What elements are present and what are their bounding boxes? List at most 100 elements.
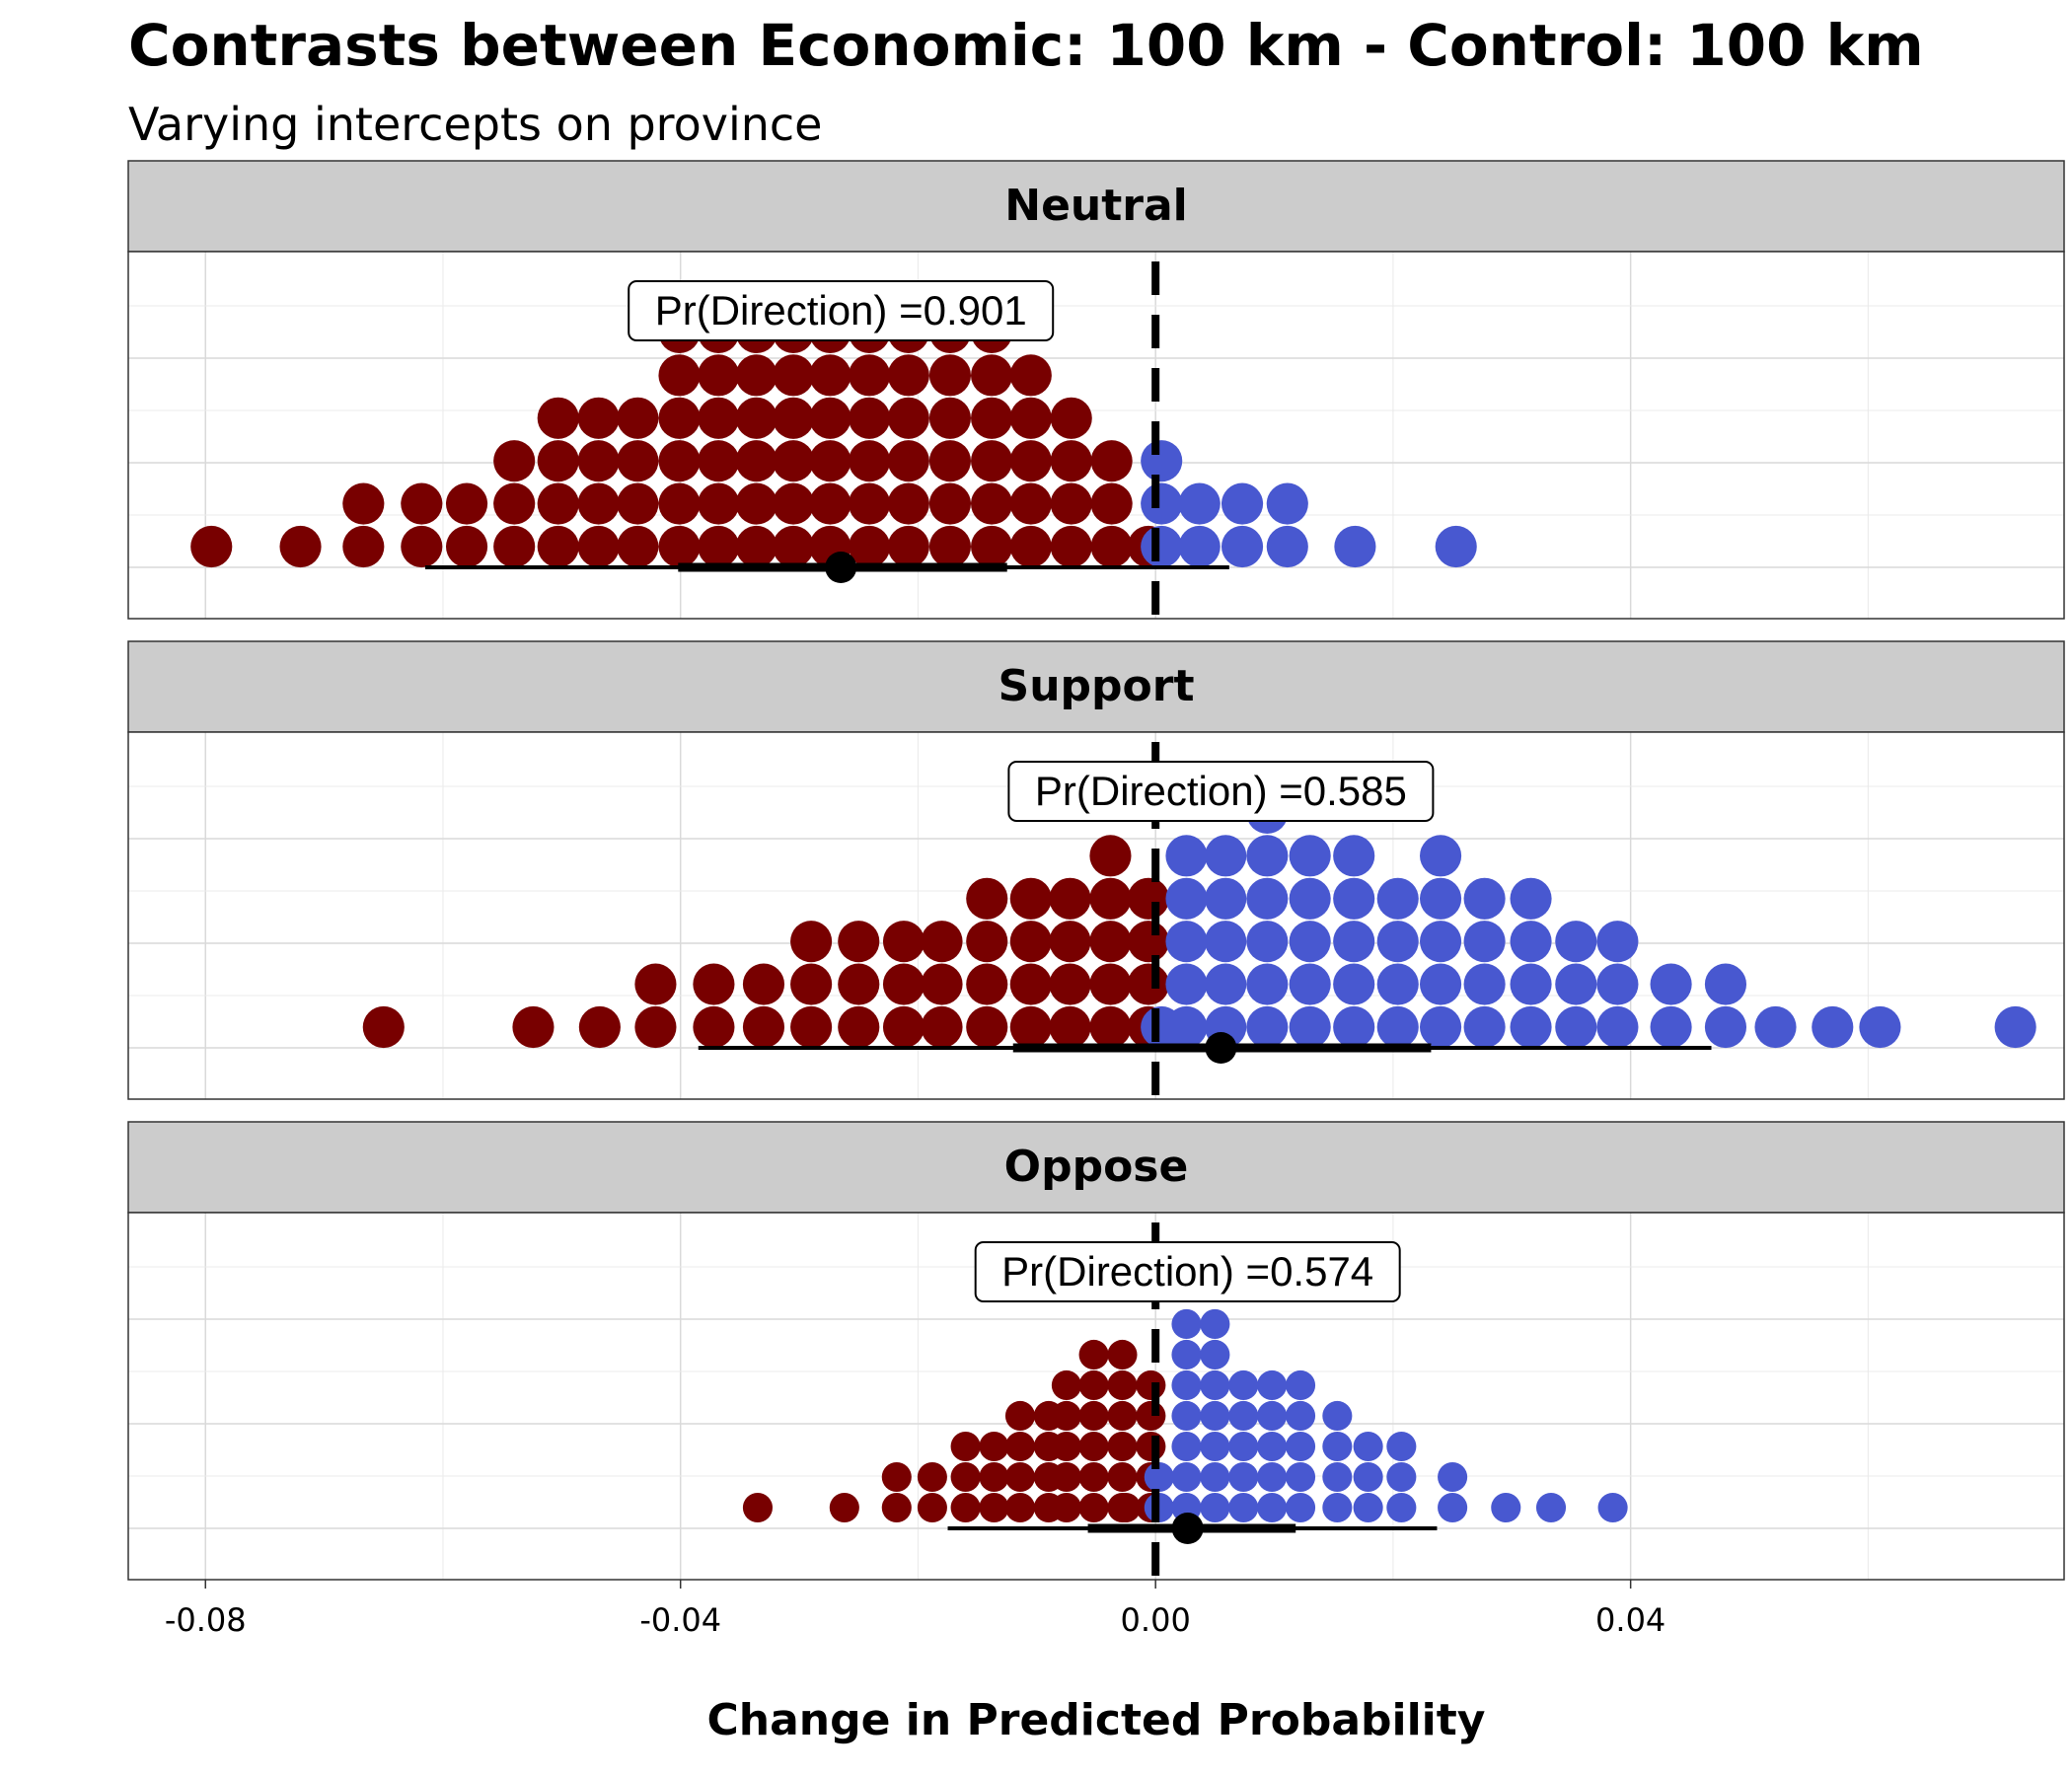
annotation-box [974,1241,1401,1302]
dot [971,354,1013,397]
dot [1171,1431,1202,1462]
dot [1171,1308,1202,1340]
annotation-text: Pr(Direction) =0.585 [1035,768,1407,814]
dot [537,482,579,525]
dot [1246,1005,1289,1049]
dot [1257,1492,1288,1523]
dot [950,1492,981,1523]
dot [342,525,385,568]
dot [279,525,322,568]
dot [1333,877,1375,920]
dot [1144,1461,1174,1493]
dot [1438,1492,1468,1523]
dot [693,1005,735,1049]
dot [1171,1400,1202,1432]
dot [1078,1461,1109,1493]
dot [1228,1400,1259,1432]
dot [1386,1492,1417,1523]
dot [698,354,740,397]
dot [1078,1431,1109,1462]
dot [1141,482,1183,525]
dot [1051,1461,1081,1493]
dot [1004,1400,1036,1432]
dot [1205,963,1247,1005]
dot [1089,921,1132,963]
dot [1333,1005,1375,1049]
dot [838,1005,880,1049]
dot [1200,1431,1230,1462]
dot [1463,921,1506,963]
dot [617,440,659,482]
dot [917,1492,947,1523]
dot [1754,1005,1797,1049]
dot [698,397,740,439]
annotation-box [628,280,1055,341]
dot [577,525,620,568]
dot [698,482,740,525]
dot [1420,835,1462,877]
dot [577,440,620,482]
facet-strip-label: Oppose [1004,1142,1189,1192]
dot [1510,1005,1552,1049]
dot [971,397,1013,439]
dot [1420,877,1462,920]
dot [1289,921,1331,963]
dot [1171,1369,1202,1401]
dot [578,1005,621,1049]
dot [1246,921,1289,963]
dot [1009,1005,1052,1049]
dot [772,354,815,397]
dot [1090,440,1133,482]
dot [1051,1431,1081,1462]
chart-subtitle: Varying intercepts on province [128,98,822,151]
facet-panel-support: Support Pr(Direction) =0.585 [127,640,2065,1100]
dot [882,921,925,963]
dot [1491,1492,1521,1523]
dot [1376,963,1419,1005]
dot [1353,1461,1383,1493]
dot [1257,1431,1288,1462]
chart-title: Contrasts between Economic: 100 km - Con… [128,12,1924,79]
dot [401,482,443,525]
dot [1009,921,1052,963]
dot [849,440,891,482]
x-tick-label: 0.04 [1595,1601,1665,1639]
dot [1107,1461,1138,1493]
dot [887,397,929,439]
dot [1165,921,1208,963]
dot [887,482,929,525]
dot [1704,963,1747,1005]
dot [971,525,1013,568]
point-estimate [1171,1513,1204,1544]
dot [1178,525,1221,568]
dot [1141,525,1183,568]
dot [634,963,677,1005]
dot [1376,877,1419,920]
dot [1289,877,1331,920]
dot [1812,1005,1854,1049]
dot [790,963,833,1005]
dot [1535,1492,1567,1523]
dot [772,440,815,482]
dot [1228,1369,1259,1401]
dot [1051,1369,1081,1401]
dot [1322,1400,1353,1432]
dot [1205,921,1247,963]
dot [950,1461,981,1493]
dot [1141,440,1183,482]
facet-panel-neutral: Neutral Pr(Direction) =0.901 [127,160,2065,620]
dot [979,1461,1009,1493]
dot [1650,1005,1692,1049]
dot [742,1005,785,1049]
dot [1510,877,1552,920]
dot [1200,1461,1230,1493]
facet-strip-label: Neutral [1004,181,1188,231]
dot [1165,1005,1208,1049]
dot [1050,482,1092,525]
dot [1171,1339,1202,1370]
dot [1376,921,1419,963]
dot [1322,1431,1353,1462]
dot [1510,921,1552,963]
facet-strip [127,640,2065,733]
dot [1285,1431,1316,1462]
